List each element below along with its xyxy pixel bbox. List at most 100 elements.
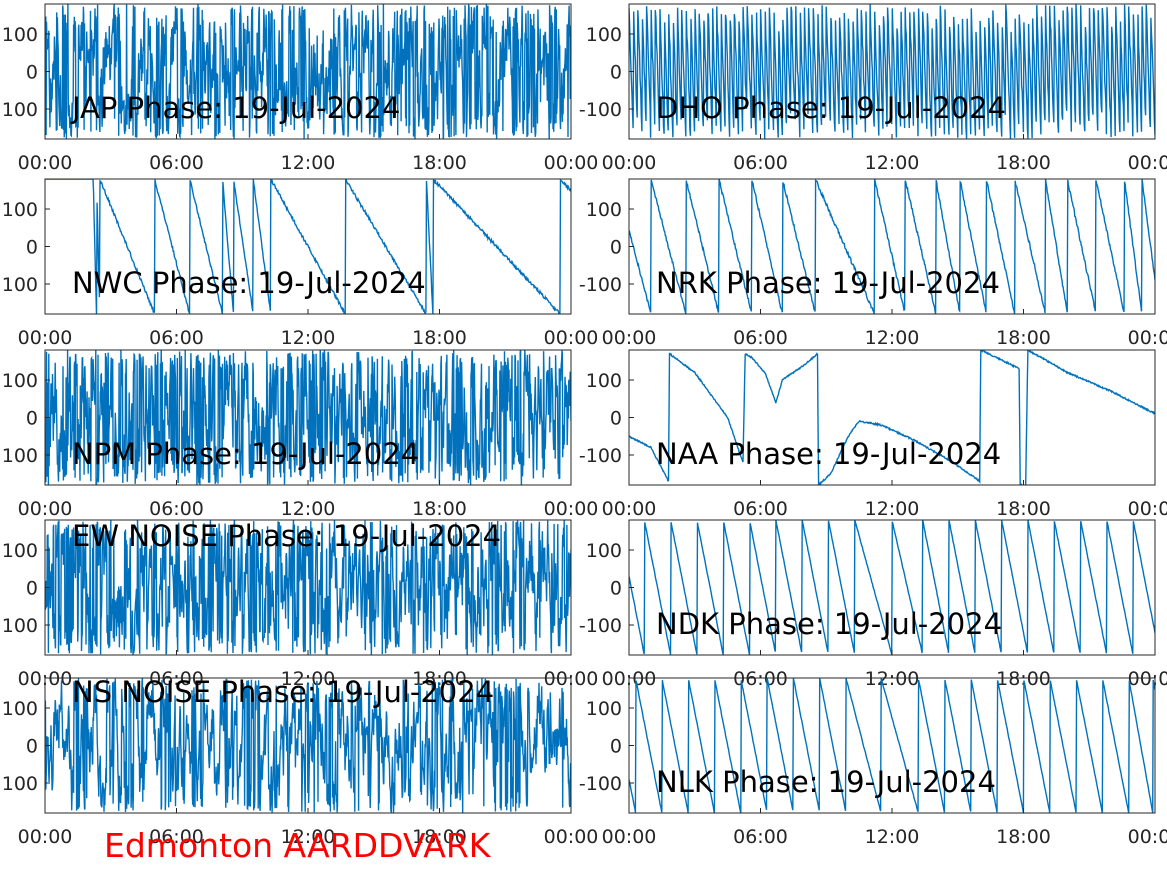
y-tick-label: -100 — [579, 445, 622, 467]
y-tick-label: 0 — [26, 408, 38, 430]
x-tick-label: 06:00 — [733, 826, 788, 848]
y-tick-label: 100 — [586, 199, 622, 221]
panel-naa: 100 0 -100 00:00 06:00 12:00 18:00 00:00 NAA Pha… — [579, 349, 1167, 520]
panel-title-npm: NPM Phase: 19-Jul-2024 — [72, 437, 419, 471]
x-tick-label: 00:00 — [602, 826, 657, 848]
y-tick-label: 0 — [26, 578, 38, 600]
x-tick-label: 06:00 — [733, 668, 788, 690]
y-tick-label: 0 — [26, 237, 38, 259]
y-tick-label: -100 — [579, 615, 622, 637]
y-tick-label: 0 — [610, 62, 622, 84]
y-tick-label: -100 — [579, 773, 622, 795]
y-tick-label: -100 — [579, 274, 622, 296]
y-tick-label: 0 — [26, 736, 38, 758]
x-tick-label: 00:00 — [544, 327, 599, 349]
panel-nrk: 100 0 -100 00:00 06:00 12:00 18:00 00:00 NRK Pha… — [579, 178, 1167, 349]
panel-dho: 100 0 -100 00:00 06:00 12:00 18:00 00:00 DHO Pha… — [579, 3, 1167, 174]
x-tick-label: 00:00 — [602, 498, 657, 520]
panel-title-ndk: NDK Phase: 19-Jul-2024 — [656, 607, 1002, 641]
panel-title-ew-noise: EW NOISE Phase: 19-Jul-2024 — [72, 519, 501, 553]
x-tick-label: 12:00 — [865, 826, 920, 848]
x-tick-label: 00:00 — [1128, 668, 1167, 690]
panel-nwc: 100 0 100 00:00 06:00 12:00 18:00 00:00 NWC Phas… — [2, 178, 599, 349]
series-line-dho — [629, 4, 1155, 139]
x-tick-label: 12:00 — [281, 152, 336, 174]
panel-nlk: 100 0 -100 00:00 06:00 12:00 18:00 00:00 NLK Pha… — [579, 677, 1167, 848]
y-tick-label: 100 — [2, 370, 38, 392]
x-tick-label: 12:00 — [865, 152, 920, 174]
y-tick-label: 100 — [2, 199, 38, 221]
x-tick-label: 12:00 — [281, 327, 336, 349]
series-line-nlk — [629, 678, 1155, 813]
x-tick-label: 00:00 — [1128, 327, 1167, 349]
x-tick-label: 00:00 — [18, 152, 73, 174]
x-tick-label: 12:00 — [281, 668, 336, 690]
series-line-ew-noise — [45, 520, 571, 655]
x-tick-label: 00:00 — [1128, 498, 1167, 520]
series-line-naa — [629, 350, 1155, 485]
x-tick-label: 06:00 — [733, 498, 788, 520]
panel-title-nlk: NLK Phase: 19-Jul-2024 — [656, 765, 996, 799]
panel-ns-noise: 100 0 100 00:00 06:00 12:00 18:00 00:00 NS NOISE… — [2, 675, 599, 848]
y-tick-label: 0 — [610, 408, 622, 430]
x-tick-label: 00:00 — [544, 498, 599, 520]
y-tick-label: 0 — [610, 578, 622, 600]
x-tick-label: 18:00 — [996, 826, 1051, 848]
x-tick-label: 00:00 — [18, 826, 73, 848]
x-tick-label: 12:00 — [865, 668, 920, 690]
y-tick-label: 100 — [586, 698, 622, 720]
x-tick-label: 18:00 — [996, 327, 1051, 349]
x-tick-label: 00:00 — [602, 152, 657, 174]
y-tick-label: 100 — [2, 99, 38, 121]
x-tick-label: 18:00 — [412, 826, 467, 848]
x-tick-label: 18:00 — [996, 498, 1051, 520]
y-tick-label: 100 — [2, 24, 38, 46]
x-tick-label: 18:00 — [412, 152, 467, 174]
x-tick-label: 06:00 — [733, 327, 788, 349]
panel-title-naa: NAA Phase: 19-Jul-2024 — [656, 437, 1001, 471]
x-tick-label: 06:00 — [149, 327, 204, 349]
y-tick-label: 0 — [26, 62, 38, 84]
series-line-ndk — [629, 520, 1155, 655]
x-tick-label: 18:00 — [412, 498, 467, 520]
panel-title-jap: JAP Phase: 19-Jul-2024 — [70, 91, 400, 125]
x-tick-label: 18:00 — [996, 668, 1051, 690]
station-label: Edmonton AARDDVARK — [104, 826, 491, 865]
y-tick-label: 100 — [586, 370, 622, 392]
x-tick-label: 12:00 — [281, 498, 336, 520]
y-tick-label: 100 — [2, 773, 38, 795]
x-tick-label: 00:00 — [544, 826, 599, 848]
y-tick-label: 100 — [586, 24, 622, 46]
panel-title-dho: DHO Phase: 19-Jul-2024 — [656, 91, 1006, 125]
x-tick-label: 06:00 — [149, 152, 204, 174]
x-tick-label: 00:00 — [602, 327, 657, 349]
series-line-ns-noise — [45, 678, 571, 813]
y-tick-label: 100 — [2, 615, 38, 637]
series-line-nrk — [629, 179, 1155, 314]
x-tick-label: 12:00 — [865, 327, 920, 349]
series-line-npm — [45, 350, 571, 485]
panel-title-nrk: NRK Phase: 19-Jul-2024 — [656, 266, 1000, 300]
x-tick-label: 18:00 — [412, 327, 467, 349]
y-tick-label: 100 — [2, 698, 38, 720]
x-tick-label: 12:00 — [281, 826, 336, 848]
y-tick-label: 100 — [586, 540, 622, 562]
x-tick-label: 06:00 — [733, 152, 788, 174]
x-tick-label: 00:00 — [18, 498, 73, 520]
x-tick-label: 00:00 — [1128, 152, 1167, 174]
x-tick-label: 06:00 — [149, 826, 204, 848]
y-tick-label: 0 — [610, 237, 622, 259]
x-tick-label: 06:00 — [149, 498, 204, 520]
y-tick-label: 0 — [610, 736, 622, 758]
series-line-nwc — [45, 179, 571, 314]
y-tick-label: -100 — [579, 99, 622, 121]
x-tick-label: 00:00 — [1128, 826, 1167, 848]
panel-npm: 100 0 100 00:00 06:00 12:00 18:00 00:00 NPM Phas… — [2, 349, 599, 520]
x-tick-label: 18:00 — [412, 668, 467, 690]
panel-title-ns-noise: NS NOISE Phase: 19-Jul-2024 — [72, 675, 494, 709]
y-tick-label: 100 — [2, 540, 38, 562]
series-line-jap — [45, 4, 571, 139]
